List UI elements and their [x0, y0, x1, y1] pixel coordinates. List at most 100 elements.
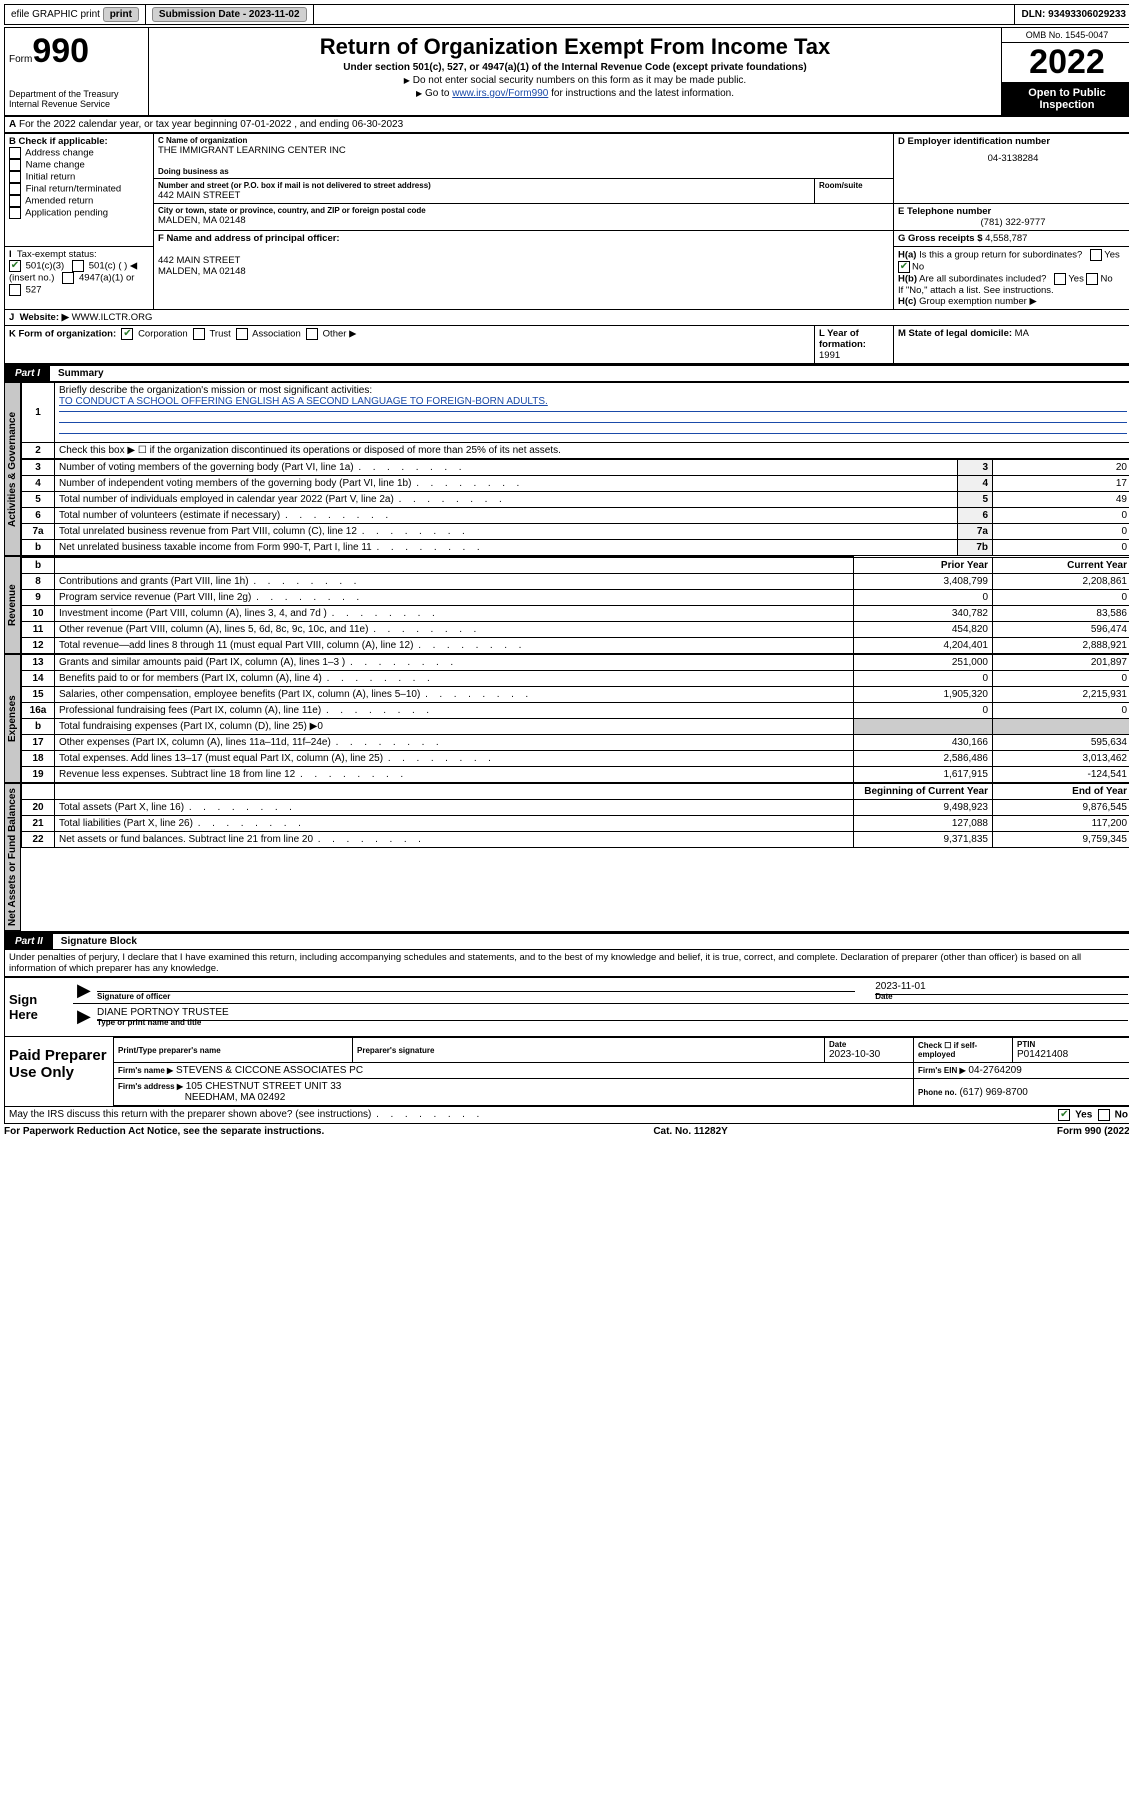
checkbox-501c[interactable]	[72, 260, 84, 272]
open-public-badge: Open to Public Inspection	[1002, 83, 1129, 115]
officer-name-label: Type or print name and title	[97, 1018, 1128, 1027]
checkbox-ha-yes[interactable]	[1090, 249, 1102, 261]
checkbox-501c3[interactable]	[9, 260, 21, 272]
hb-label: Are all subordinates included?	[919, 274, 1046, 285]
opt-trust: Trust	[209, 329, 230, 340]
box-d-label: D Employer identification number	[898, 136, 1128, 147]
tab-governance: Activities & Governance	[5, 382, 21, 556]
form-header: Form990 Department of the Treasury Inter…	[4, 27, 1129, 117]
page-footer: For Paperwork Reduction Act Notice, see …	[4, 1124, 1129, 1139]
ein-value: 04-3138284	[898, 153, 1128, 164]
form-number: 990	[32, 32, 89, 70]
checkbox-final-return-terminated[interactable]	[9, 183, 21, 195]
part-1-title: Summary	[50, 366, 112, 381]
prep-date: 2023-10-30	[829, 1049, 880, 1060]
form-header-right: OMB No. 1545-0047 2022 Open to Public In…	[1001, 28, 1129, 115]
opt-501c3: 501(c)(3)	[26, 261, 65, 272]
beginning-year-header: Beginning of Current Year	[854, 784, 993, 800]
form-header-left: Form990 Department of the Treasury Inter…	[5, 28, 149, 115]
checkbox-4947[interactable]	[62, 272, 74, 284]
city-value: MALDEN, MA 02148	[158, 215, 889, 226]
sig-officer-label: Signature of officer	[97, 992, 855, 1001]
box-j-label: Website: ▶	[20, 312, 69, 323]
end-year-header: End of Year	[993, 784, 1129, 800]
checkbox-527[interactable]	[9, 284, 21, 296]
dln-cell: DLN: 93493306029233	[1015, 5, 1129, 24]
firm-phone: (617) 969-8700	[959, 1087, 1027, 1098]
city-label: City or town, state or province, country…	[158, 206, 889, 215]
street-address: 442 MAIN STREET	[158, 190, 810, 201]
checkbox-hb-yes[interactable]	[1054, 273, 1066, 285]
part-2-title: Signature Block	[53, 934, 145, 949]
firm-addr-2: NEEDHAM, MA 02492	[185, 1092, 286, 1103]
discuss-label: May the IRS discuss this return with the…	[9, 1109, 1058, 1121]
omb-number: OMB No. 1545-0047	[1002, 28, 1129, 43]
opt-other: Other ▶	[323, 329, 357, 340]
self-emp-label: Check ☐ if self-employed	[918, 1041, 1008, 1059]
dba-label: Doing business as	[158, 167, 889, 176]
dept-label: Department of the Treasury	[9, 89, 144, 99]
line-a-text: For the 2022 calendar year, or tax year …	[19, 119, 403, 130]
checkbox-hb-no[interactable]	[1086, 273, 1098, 285]
checkbox-discuss-no[interactable]	[1098, 1109, 1110, 1121]
submission-date-button[interactable]: Submission Date - 2023-11-02	[152, 7, 307, 22]
triangle-icon	[404, 75, 410, 86]
checkbox-name-change[interactable]	[9, 159, 21, 171]
irs-link[interactable]: www.irs.gov/Form990	[452, 88, 548, 99]
checkbox-discuss-yes[interactable]	[1058, 1109, 1070, 1121]
ptin-label: PTIN	[1017, 1040, 1127, 1049]
spacer	[314, 5, 1016, 24]
ha-label: Is this a group return for subordinates?	[919, 250, 1082, 261]
prep-date-label: Date	[829, 1040, 909, 1049]
prior-year-header: Prior Year	[854, 557, 993, 574]
mission-text: TO CONDUCT A SCHOOL OFFERING ENGLISH AS …	[59, 396, 548, 407]
checkbox-amended-return[interactable]	[9, 195, 21, 207]
tax-year: 2022	[1002, 43, 1129, 83]
org-name: THE IMMIGRANT LEARNING CENTER INC	[158, 145, 889, 156]
print-button[interactable]: print	[103, 7, 139, 22]
part-2-tab: Part II	[5, 934, 53, 949]
arrow-icon: ▶	[77, 980, 97, 1001]
firm-name-label: Firm's name ▶	[118, 1066, 173, 1075]
checkbox-application-pending[interactable]	[9, 207, 21, 219]
firm-addr-label: Firm's address ▶	[118, 1082, 183, 1091]
officer-addr-1: 442 MAIN STREET	[158, 255, 889, 266]
sign-date: 2023-11-01	[875, 981, 1128, 992]
checkbox-assoc[interactable]	[236, 328, 248, 340]
part-1-tab: Part I	[5, 366, 50, 381]
checkbox-other[interactable]	[306, 328, 318, 340]
checkbox-initial-return[interactable]	[9, 171, 21, 183]
id-block: B Check if applicable: Address change Na…	[4, 133, 1129, 364]
checkbox-ha-no[interactable]	[898, 261, 910, 273]
opt-4947: 4947(a)(1) or	[79, 273, 134, 284]
declaration-text: Under penalties of perjury, I declare th…	[4, 950, 1129, 977]
form-title: Return of Organization Exempt From Incom…	[157, 34, 993, 60]
submission-date: Submission Date - 2023-11-02	[146, 5, 314, 24]
checkbox-trust[interactable]	[193, 328, 205, 340]
officer-addr-2: MALDEN, MA 02148	[158, 266, 889, 277]
form-label: Form	[9, 54, 32, 65]
part-2-header: Part II Signature Block	[4, 932, 1129, 950]
website-value: WWW.ILCTR.ORG	[72, 312, 153, 323]
firm-ein: 04-2764209	[968, 1065, 1021, 1076]
prep-name-label: Print/Type preparer's name	[118, 1046, 348, 1055]
checkbox-address-change[interactable]	[9, 147, 21, 159]
note-1: Do not enter social security numbers on …	[413, 75, 746, 86]
checkbox-corp[interactable]	[121, 328, 133, 340]
arrow-icon: ▶	[77, 1006, 97, 1027]
paid-preparer-label: Paid Preparer Use Only	[5, 1037, 113, 1106]
box-g-label: G Gross receipts $	[898, 233, 982, 244]
opt-corp: Corporation	[138, 329, 188, 340]
box-m-label: M State of legal domicile:	[898, 328, 1012, 339]
footer-left: For Paperwork Reduction Act Notice, see …	[4, 1126, 324, 1137]
net-assets-section: Net Assets or Fund Balances Beginning of…	[4, 783, 1129, 932]
line-2-label: Check this box ▶ ☐ if the organization d…	[55, 443, 1129, 459]
opt-assoc: Association	[252, 329, 301, 340]
room-label: Room/suite	[819, 181, 889, 190]
box-b-label: B Check if applicable:	[9, 136, 149, 147]
footer-mid: Cat. No. 11282Y	[653, 1126, 727, 1137]
part-1-header: Part I Summary	[4, 364, 1129, 382]
phone-value: (781) 322-9777	[898, 217, 1128, 228]
firm-ein-label: Firm's EIN ▶	[918, 1066, 966, 1075]
governance-section: Activities & Governance 1 Briefly descri…	[4, 382, 1129, 556]
